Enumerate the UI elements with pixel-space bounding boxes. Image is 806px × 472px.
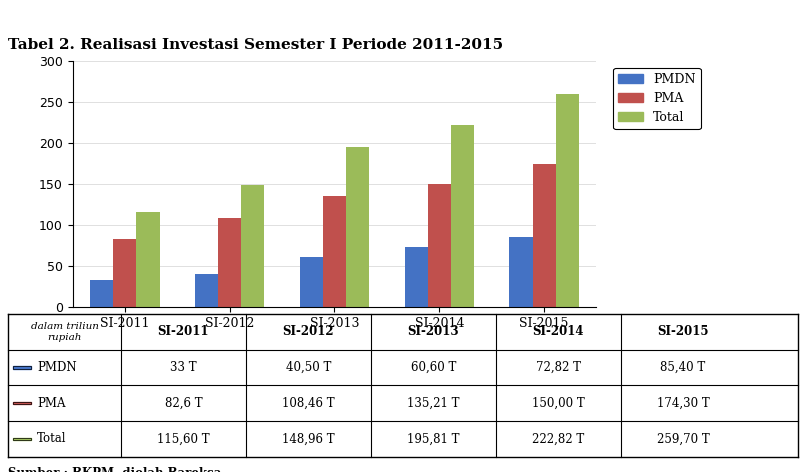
Text: 33 T: 33 T: [170, 361, 197, 374]
Text: dalam triliun
rupiah: dalam triliun rupiah: [31, 322, 98, 342]
Bar: [136, 212, 160, 307]
Bar: [451, 125, 474, 307]
Bar: [13, 402, 31, 405]
Bar: [533, 164, 555, 307]
Bar: [13, 402, 31, 405]
Text: Sumber : BKPM, diolah Bareksa.: Sumber : BKPM, diolah Bareksa.: [8, 467, 226, 472]
Text: SI-2014: SI-2014: [533, 325, 584, 338]
Text: SI-2015: SI-2015: [658, 325, 708, 338]
Bar: [555, 94, 579, 307]
Text: PMA: PMA: [37, 396, 65, 410]
Bar: [13, 438, 31, 440]
Text: 222,82 T: 222,82 T: [532, 432, 584, 446]
Text: 108,46 T: 108,46 T: [282, 396, 334, 410]
Bar: [90, 280, 114, 307]
Text: Tabel 2. Realisasi Investasi Semester I Periode 2011-2015: Tabel 2. Realisasi Investasi Semester I …: [8, 38, 503, 52]
Bar: [428, 184, 451, 307]
Text: PMDN: PMDN: [37, 361, 77, 374]
Text: 85,40 T: 85,40 T: [660, 361, 706, 374]
Bar: [195, 274, 218, 307]
Bar: [13, 366, 31, 369]
Text: 259,70 T: 259,70 T: [657, 432, 709, 446]
Bar: [405, 247, 428, 307]
Text: 150,00 T: 150,00 T: [532, 396, 584, 410]
Bar: [13, 366, 31, 369]
Bar: [218, 218, 241, 307]
Text: 72,82 T: 72,82 T: [536, 361, 580, 374]
Text: SI-2013: SI-2013: [407, 325, 459, 338]
Bar: [509, 237, 533, 307]
Text: 195,81 T: 195,81 T: [407, 432, 459, 446]
Text: 82,6 T: 82,6 T: [164, 396, 202, 410]
Text: 60,60 T: 60,60 T: [410, 361, 456, 374]
Text: SI-2011: SI-2011: [158, 325, 209, 338]
Text: 148,96 T: 148,96 T: [282, 432, 334, 446]
Bar: [241, 185, 264, 307]
Text: 115,60 T: 115,60 T: [157, 432, 210, 446]
Text: 40,50 T: 40,50 T: [285, 361, 331, 374]
Legend: PMDN, PMA, Total: PMDN, PMA, Total: [613, 67, 700, 129]
Text: 174,30 T: 174,30 T: [657, 396, 709, 410]
Text: 135,21 T: 135,21 T: [407, 396, 459, 410]
Text: SI-2012: SI-2012: [282, 325, 334, 338]
Bar: [13, 438, 31, 440]
Text: Total: Total: [37, 432, 67, 446]
Bar: [300, 257, 323, 307]
Bar: [346, 147, 369, 307]
Bar: [323, 196, 346, 307]
Bar: [114, 239, 136, 307]
